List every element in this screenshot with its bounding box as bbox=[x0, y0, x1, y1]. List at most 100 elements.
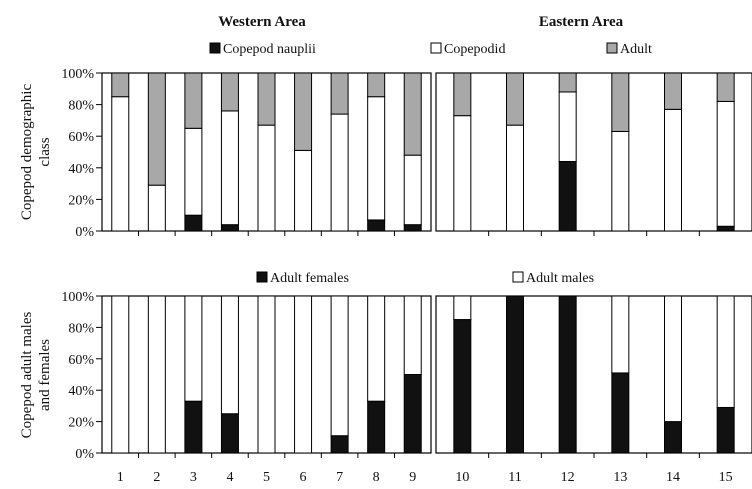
bar-segment-nauplii-3 bbox=[184, 214, 203, 232]
bar-segment-copepodid-4 bbox=[220, 110, 239, 226]
bar-segment-females-11 bbox=[506, 295, 524, 454]
bar-segment-males-2 bbox=[147, 295, 166, 454]
bar-segment-females-8 bbox=[367, 400, 386, 454]
western-area-title: Western Area bbox=[218, 14, 306, 30]
bar-segment-nauplii-8 bbox=[367, 219, 386, 232]
bottom-legend-swatch-males bbox=[512, 271, 524, 283]
bottom-chart-males-females: 0% 20% 40% 60% 80% 100% bbox=[61, 290, 752, 462]
bottom-panel-frame-2 bbox=[435, 295, 752, 454]
bar-segment-copepodid-9 bbox=[403, 154, 422, 226]
bar-segment-males-7 bbox=[330, 295, 349, 437]
bar-segment-females-9 bbox=[403, 374, 422, 454]
bottom-ytick-label: 0% bbox=[75, 447, 94, 462]
bar-segment-adult-2 bbox=[147, 72, 166, 186]
bar-segment-adult-1 bbox=[111, 72, 130, 98]
bar-segment-copepodid-14 bbox=[664, 108, 682, 232]
bar-segment-adult-4 bbox=[220, 72, 239, 112]
top-ylabel-line1: Copepod demographic bbox=[19, 84, 35, 221]
bar-segment-adult-15 bbox=[716, 72, 735, 102]
bottom-ytick-label: 40% bbox=[68, 384, 94, 399]
top-ytick-label: 40% bbox=[68, 162, 94, 177]
x-tick-label: 3 bbox=[190, 470, 197, 485]
bar-segment-adult-10 bbox=[453, 72, 472, 117]
bar-segment-males-5 bbox=[257, 295, 276, 454]
top-legend: Copepod nauplii Copepodid Adult bbox=[209, 42, 652, 57]
top-legend-label-nauplii: Copepod nauplii bbox=[223, 42, 316, 57]
bottom-legend-swatch-females bbox=[256, 271, 268, 283]
top-legend-swatch-adult bbox=[606, 42, 618, 54]
x-tick-label: 7 bbox=[336, 470, 343, 485]
bottom-ytick-label: 60% bbox=[68, 353, 94, 368]
bottom-ytick-label: 100% bbox=[61, 290, 94, 305]
bar-segment-copepodid-3 bbox=[184, 127, 203, 216]
bottom-ylabel-line2: and females bbox=[37, 339, 53, 411]
x-tick-label: 9 bbox=[409, 470, 416, 485]
bar-segment-adult-8 bbox=[367, 72, 386, 98]
bottom-ylabel-line1: Copepod adult males bbox=[19, 312, 35, 439]
bar-segment-females-12 bbox=[558, 295, 577, 454]
bar-segment-females-14 bbox=[664, 421, 682, 454]
bar-segment-nauplii-4 bbox=[220, 224, 239, 232]
top-legend-swatch-copepodid bbox=[430, 42, 442, 54]
x-tick-label: 5 bbox=[263, 470, 270, 485]
bar-segment-copepodid-15 bbox=[716, 100, 735, 227]
top-chart-demographic-class: 0% 20% 40% 60% 80% 100% bbox=[61, 67, 752, 240]
bar-segment-copepodid-5 bbox=[257, 124, 276, 232]
bar-segment-females-7 bbox=[330, 435, 349, 454]
bar-segment-males-8 bbox=[367, 295, 386, 402]
top-panel-frame-2 bbox=[435, 72, 752, 232]
bar-segment-copepodid-13 bbox=[611, 130, 630, 232]
bar-segment-males-10 bbox=[453, 295, 472, 321]
bar-segment-adult-5 bbox=[257, 72, 276, 126]
bottom-legend-label-females: Adult females bbox=[270, 271, 349, 286]
bar-segment-adult-13 bbox=[611, 72, 630, 132]
x-tick-label: 13 bbox=[613, 470, 627, 485]
bar-segment-adult-3 bbox=[184, 72, 203, 129]
bar-segment-copepodid-2 bbox=[147, 184, 166, 232]
top-ytick-label: 60% bbox=[68, 130, 94, 145]
bar-segment-copepodid-8 bbox=[367, 96, 386, 221]
bar-segment-adult-14 bbox=[664, 72, 682, 110]
x-tick-label: 4 bbox=[226, 470, 233, 485]
x-axis-tick-labels: 1 2 3 4 5 6 7 8 9 10 11 12 13 14 15 bbox=[117, 470, 733, 485]
bar-segment-males-4 bbox=[220, 295, 239, 415]
bar-segment-males-1 bbox=[111, 295, 130, 454]
bar-segment-females-10 bbox=[453, 319, 472, 454]
bar-segment-nauplii-12 bbox=[558, 160, 577, 232]
x-tick-label: 8 bbox=[373, 470, 380, 485]
top-ytick-label: 20% bbox=[68, 193, 94, 208]
bar-segment-copepodid-6 bbox=[294, 149, 313, 232]
top-ytick-label: 100% bbox=[61, 67, 94, 82]
top-legend-label-copepodid: Copepodid bbox=[444, 42, 505, 57]
bar-segment-males-13 bbox=[611, 295, 630, 374]
top-ylabel-line2: class bbox=[37, 137, 53, 166]
bar-segment-copepodid-1 bbox=[111, 96, 130, 232]
bar-segment-adult-9 bbox=[403, 72, 422, 156]
bar-segment-adult-6 bbox=[294, 72, 313, 151]
bar-segment-females-4 bbox=[220, 413, 239, 454]
top-legend-label-adult: Adult bbox=[620, 42, 652, 57]
bar-segment-adult-12 bbox=[558, 72, 577, 93]
bar-segment-males-9 bbox=[403, 295, 422, 375]
x-tick-label: 1 bbox=[117, 470, 124, 485]
bottom-legend: Adult females Adult males bbox=[256, 271, 594, 286]
bottom-legend-label-males: Adult males bbox=[526, 271, 594, 286]
x-tick-label: 11 bbox=[508, 470, 521, 485]
x-tick-label: 2 bbox=[153, 470, 160, 485]
bar-segment-copepodid-7 bbox=[330, 113, 349, 232]
bar-segment-nauplii-9 bbox=[403, 224, 422, 232]
bar-segment-copepodid-11 bbox=[506, 124, 524, 232]
x-tick-label: 14 bbox=[666, 470, 680, 485]
bar-segment-males-14 bbox=[664, 295, 682, 423]
bar-segment-males-6 bbox=[294, 295, 313, 454]
x-tick-label: 12 bbox=[561, 470, 575, 485]
eastern-area-title: Eastern Area bbox=[539, 14, 624, 30]
top-ytick-label: 0% bbox=[75, 225, 94, 240]
bar-segment-copepodid-12 bbox=[558, 91, 577, 162]
top-legend-swatch-nauplii bbox=[209, 42, 221, 54]
bottom-ytick-label: 80% bbox=[68, 321, 94, 336]
bar-segment-adult-11 bbox=[506, 72, 524, 126]
bar-segment-males-15 bbox=[716, 295, 735, 408]
bar-segment-copepodid-10 bbox=[453, 115, 472, 232]
